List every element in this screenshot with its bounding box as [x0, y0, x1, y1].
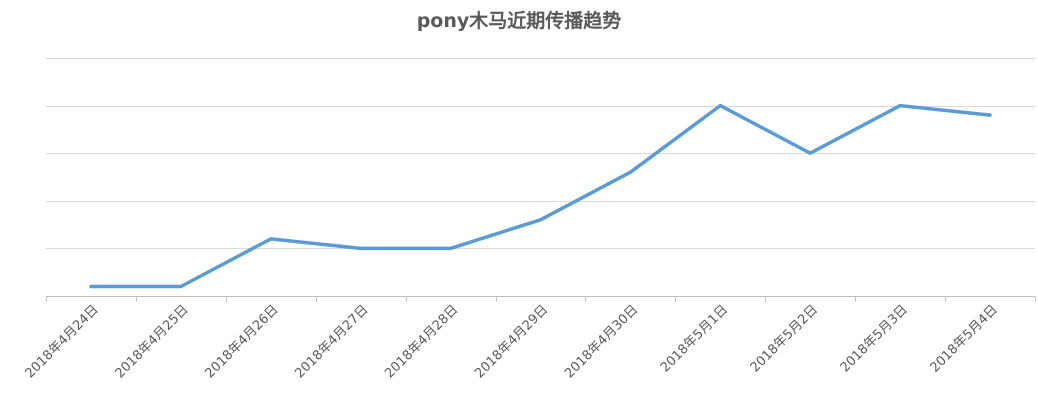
x-tick-labels: 2018年4月24日 2018年4月25日 2018年4月26日 2018年4月27日…	[23, 302, 1001, 381]
x-tick-label-7: 2018年5月1日	[658, 302, 731, 375]
series-layer	[89, 103, 992, 289]
x-tick-label-9: 2018年5月3日	[838, 302, 911, 375]
x-tick-label-0: 2018年4月24日	[23, 302, 102, 381]
x-tick-label-6: 2018年4月30日	[562, 302, 641, 381]
gridlines	[46, 58, 1035, 249]
x-tick-label-1: 2018年4月25日	[113, 302, 192, 381]
chart-title: pony木马近期传播趋势	[417, 9, 622, 32]
x-tick-label-8: 2018年5月2日	[748, 302, 821, 375]
series-line-0	[89, 103, 992, 289]
x-tick-label-2: 2018年4月26日	[202, 302, 281, 381]
x-tick-label-10: 2018年5月4日	[928, 302, 1001, 375]
x-axis	[46, 296, 1036, 302]
x-tick-label-4: 2018年4月28日	[382, 302, 461, 381]
x-tick-label-5: 2018年4月29日	[472, 302, 551, 381]
x-tick-label-3: 2018年4月27日	[292, 302, 371, 381]
